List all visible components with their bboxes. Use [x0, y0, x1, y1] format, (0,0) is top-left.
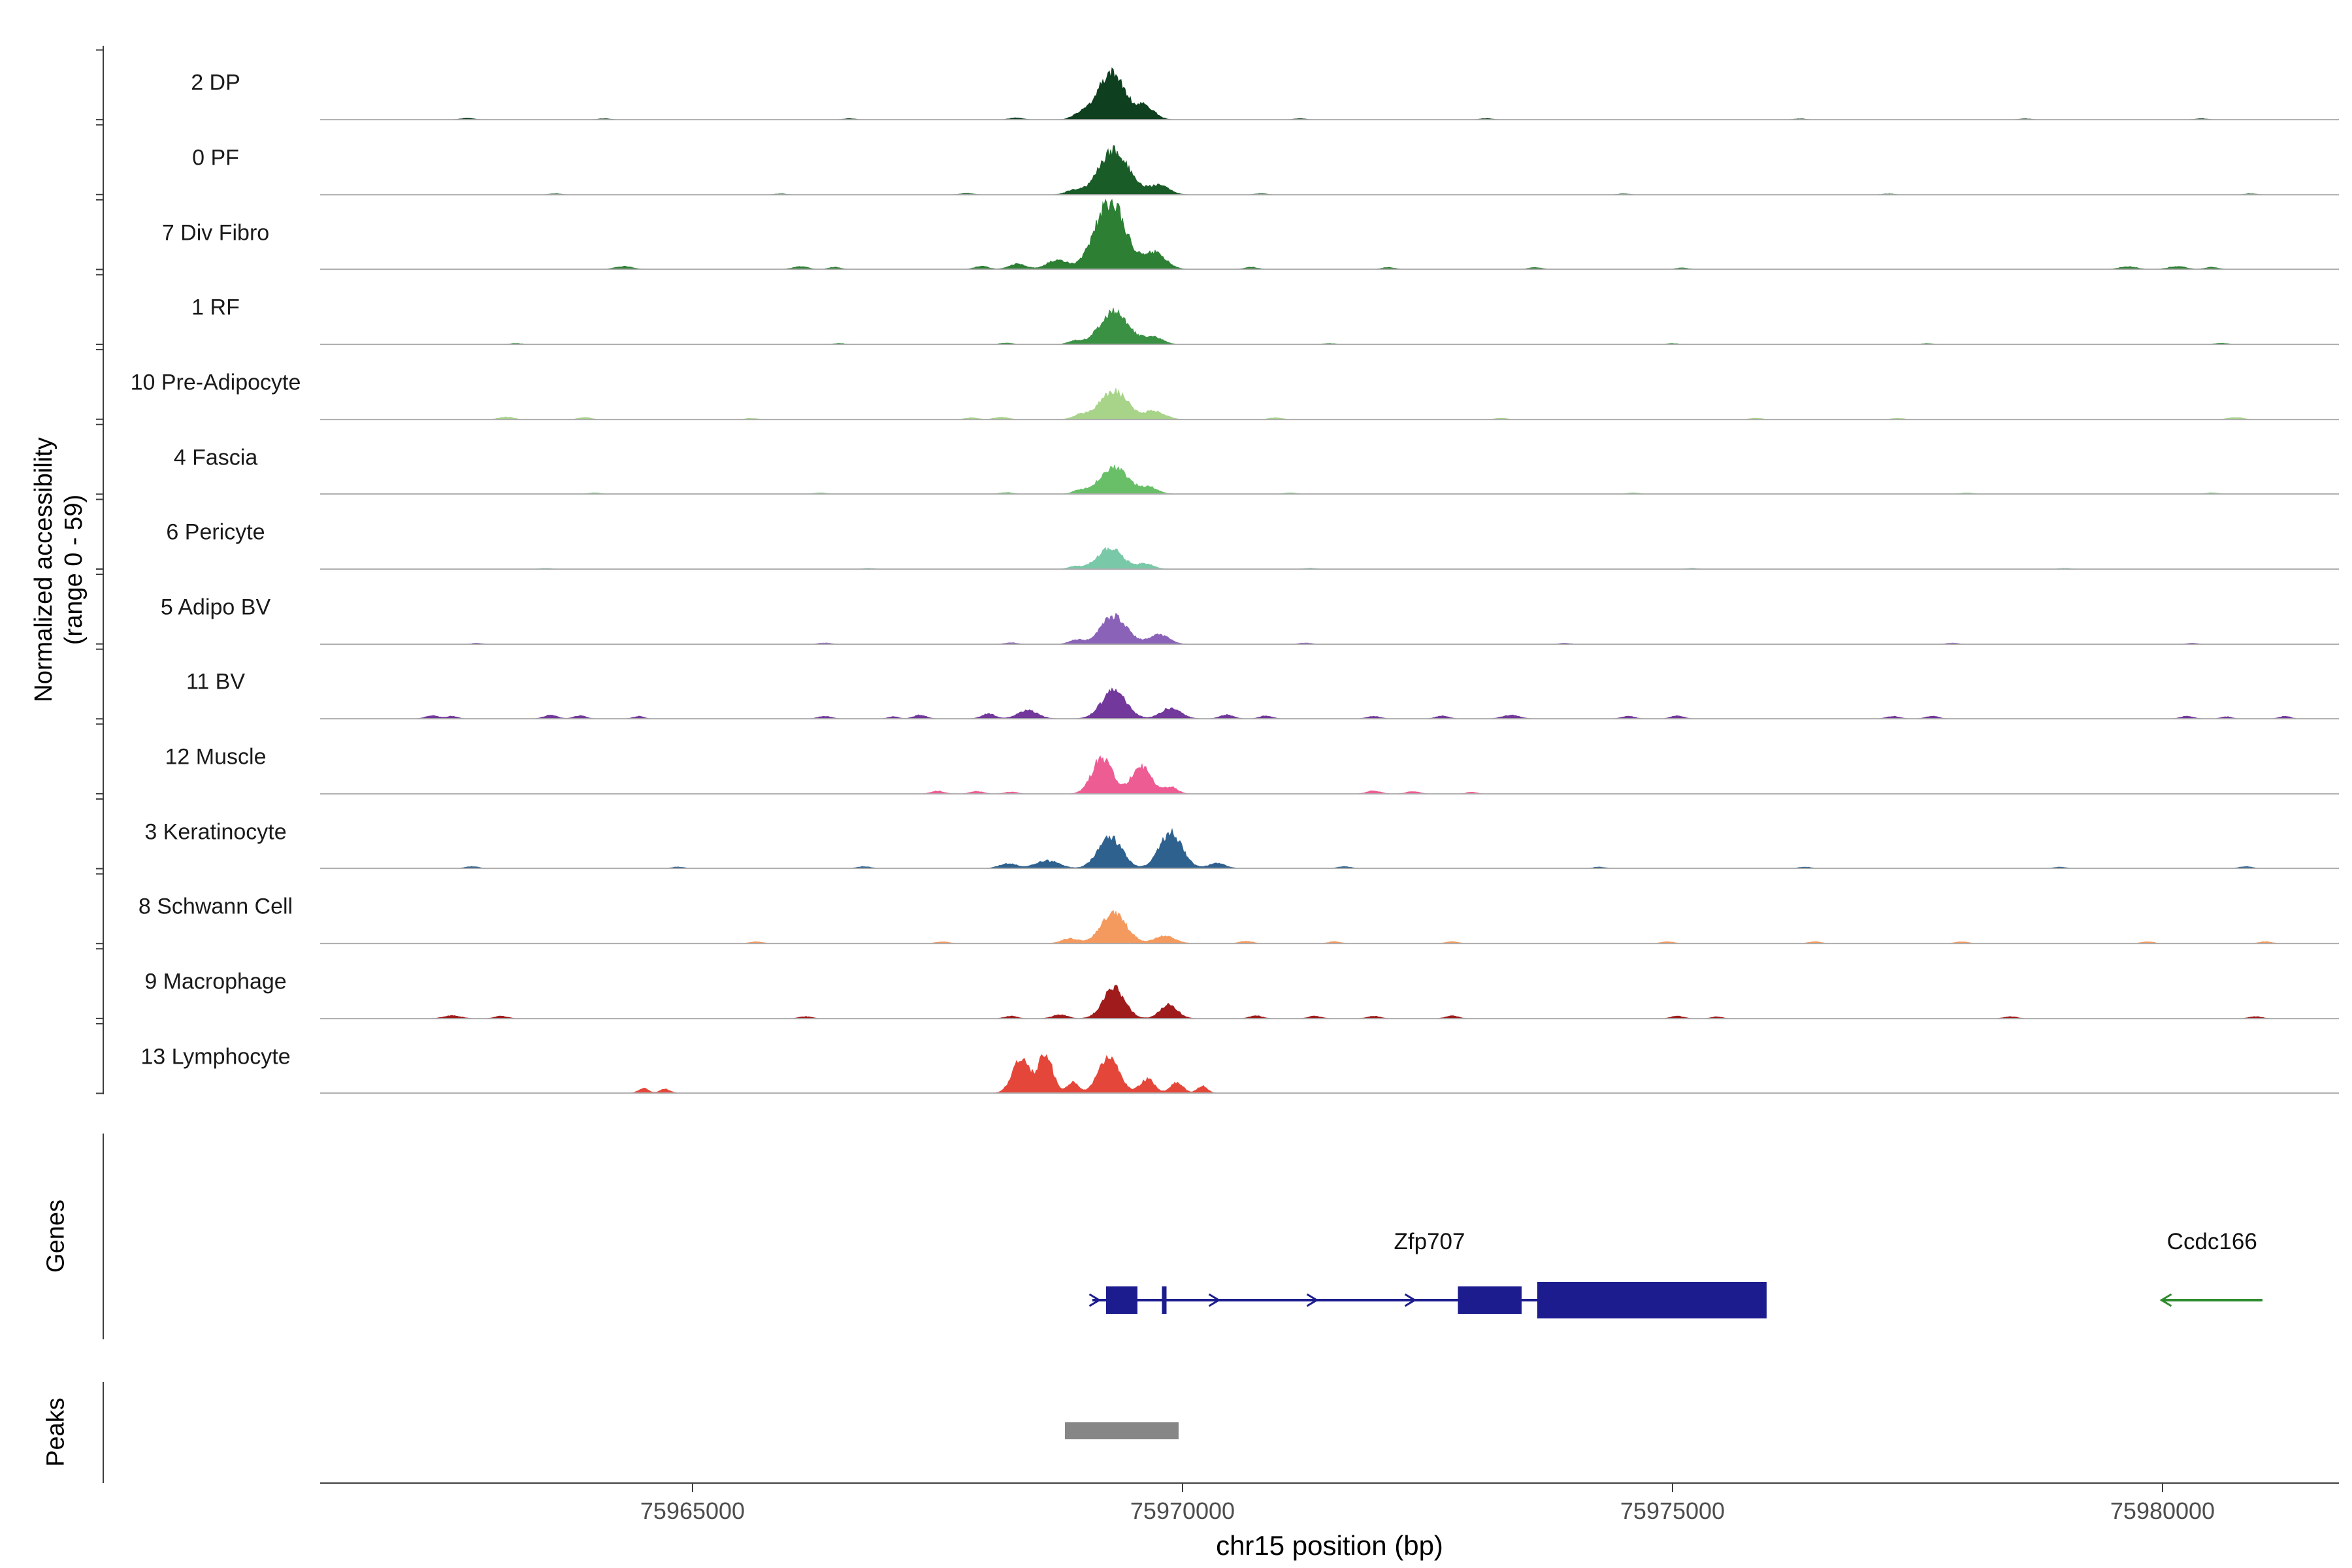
gene-strand-arrow-zfp707 [1404, 1293, 1417, 1307]
gene-strand-arrow-zfp707 [1088, 1293, 1102, 1307]
track-signal-10-pre-adipocyte [320, 387, 2339, 420]
track-label-1-rf: 1 RF [191, 295, 240, 320]
x-tick-label: 75975000 [1620, 1497, 1725, 1524]
track-label-9-macrophage: 9 Macrophage [144, 969, 287, 994]
track-label-4-fascia: 4 Fascia [173, 445, 258, 470]
track-signal-2-dp [320, 67, 2339, 121]
track-label-8-schwann-cell: 8 Schwann Cell [138, 894, 293, 919]
track-label-5-adipo-bv: 5 Adipo BV [160, 595, 271, 620]
track-row-12-muscle: 12 Muscle [0, 720, 2352, 795]
track-label-3-keratinocyte: 3 Keratinocyte [144, 819, 287, 845]
gene-exon-zfp707 [1106, 1286, 1137, 1314]
track-signal-12-muscle [320, 755, 2339, 794]
track-signal-11-bv [320, 687, 2339, 720]
track-label-11-bv: 11 BV [186, 669, 246, 694]
track-label-7-div-fibro: 7 Div Fibro [161, 220, 270, 246]
track-row-1-rf: 1 RF [0, 270, 2352, 346]
gene-strand-arrow-zfp707 [1208, 1293, 1221, 1307]
track-label-10-pre-adipocyte: 10 Pre-Adipocyte [130, 370, 301, 395]
track-label-2-dp: 2 DP [191, 70, 240, 95]
track-row-11-bv: 11 BV [0, 645, 2352, 720]
track-row-13-lymphocyte: 13 Lymphocyte [0, 1019, 2352, 1094]
x-tick-label: 75970000 [1130, 1497, 1235, 1524]
track-label-12-muscle: 12 Muscle [165, 744, 267, 770]
track-signal-6-pericyte [320, 547, 2339, 570]
track-row-8-schwann-cell: 8 Schwann Cell [0, 870, 2352, 945]
track-row-10-pre-adipocyte: 10 Pre-Adipocyte [0, 346, 2352, 421]
track-signal-9-macrophage [320, 985, 2339, 1019]
track-signal-3-keratinocyte [320, 828, 2339, 870]
track-signal-7-div-fibro [320, 199, 2339, 270]
track-signal-8-schwann-cell [320, 910, 2339, 945]
track-row-9-macrophage: 9 Macrophage [0, 945, 2352, 1020]
track-row-7-div-fibro: 7 Div Fibro [0, 195, 2352, 270]
track-row-5-adipo-bv: 5 Adipo BV [0, 570, 2352, 645]
track-row-6-pericyte: 6 Pericyte [0, 495, 2352, 570]
track-row-2-dp: 2 DP [0, 46, 2352, 121]
gene-strand-arrow-ccdc166 [2159, 1293, 2172, 1307]
gene-exon-zfp707 [1537, 1282, 1767, 1318]
track-row-0-pf: 0 PF [0, 121, 2352, 196]
track-signal-5-adipo-bv [320, 612, 2339, 645]
x-axis-title: chr15 position (bp) [1216, 1530, 1443, 1561]
track-label-6-pericyte: 6 Pericyte [166, 519, 265, 545]
track-row-4-fascia: 4 Fascia [0, 420, 2352, 495]
track-label-0-pf: 0 PF [192, 145, 239, 171]
x-tick-label: 75980000 [2110, 1497, 2215, 1524]
called-peak [1065, 1422, 1179, 1439]
track-label-13-lymphocyte: 13 Lymphocyte [140, 1044, 291, 1070]
gene-name-ccdc166: Ccdc166 [2167, 1229, 2257, 1254]
track-row-3-keratinocyte: 3 Keratinocyte [0, 794, 2352, 870]
gene-name-zfp707: Zfp707 [1394, 1229, 1465, 1254]
track-signal-1-rf [320, 308, 2339, 346]
x-tick-label: 75965000 [640, 1497, 745, 1524]
gene-strand-arrow-zfp707 [1306, 1293, 1319, 1307]
gene-exon-zfp707 [1162, 1286, 1167, 1314]
track-signal-0-pf [320, 144, 2339, 195]
track-signal-4-fascia [320, 465, 2339, 495]
track-signal-13-lymphocyte [320, 1054, 2339, 1094]
gene-exon-zfp707 [1458, 1286, 1522, 1314]
